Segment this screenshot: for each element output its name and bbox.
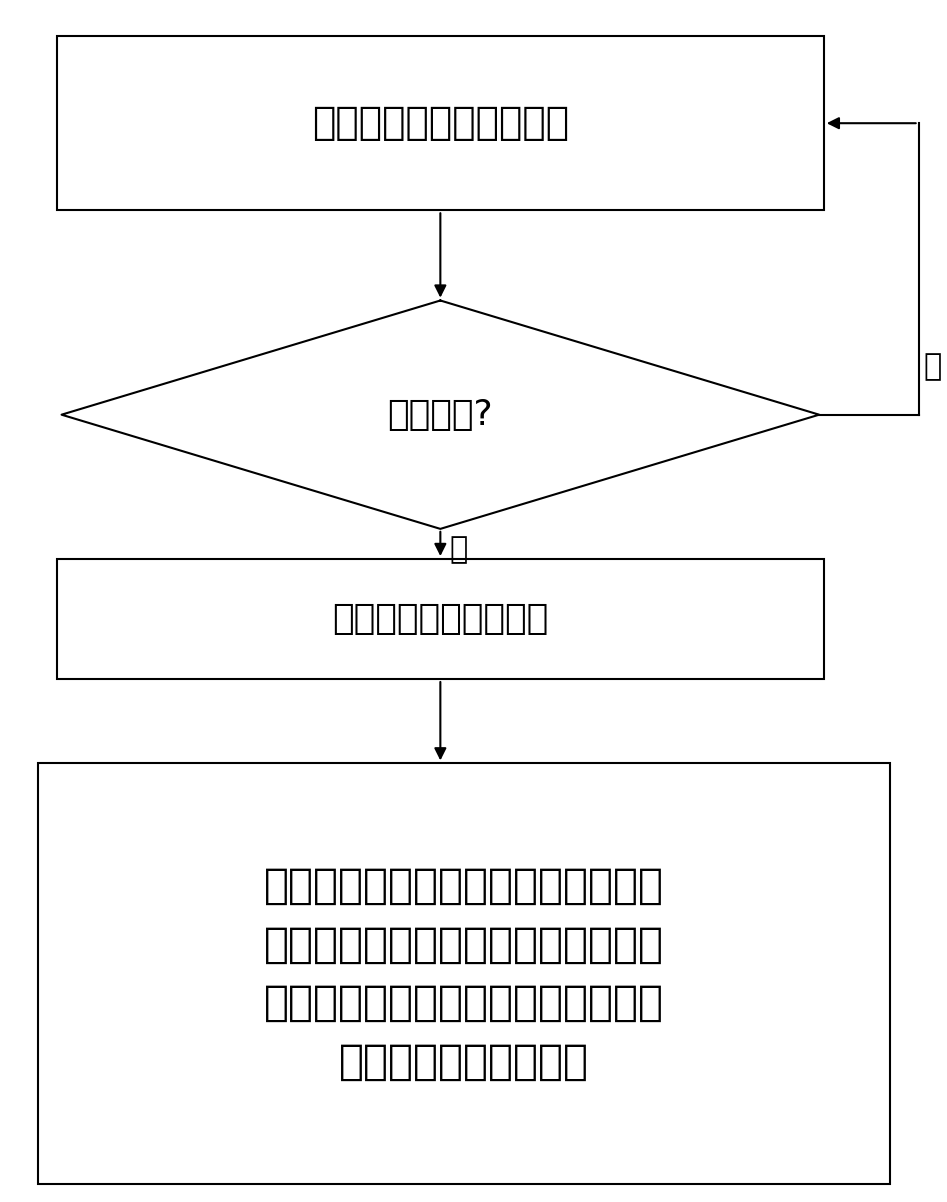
Text: 是: 是 (450, 535, 468, 564)
Bar (57, 559, 824, 679)
Text: 实时检测列车的运行工况: 实时检测列车的运行工况 (312, 105, 569, 142)
Text: 否: 否 (923, 352, 941, 381)
Bar (38, 763, 890, 1184)
Bar (57, 36, 824, 210)
Text: 分别获取当前列车中各动力轴相邻拖
车的速度以及轮径，根据获取到的相
邻拖车的速度以及轮径分别对各动力
轴的轮对轮径进行校验: 分别获取当前列车中各动力轴相邻拖 车的速度以及轮径，根据获取到的相 邻拖车的速度… (264, 865, 664, 1082)
Text: 惰行工况?: 惰行工况? (387, 398, 493, 432)
Text: 启动执行轮对轮径校验: 启动执行轮对轮径校验 (332, 602, 548, 636)
